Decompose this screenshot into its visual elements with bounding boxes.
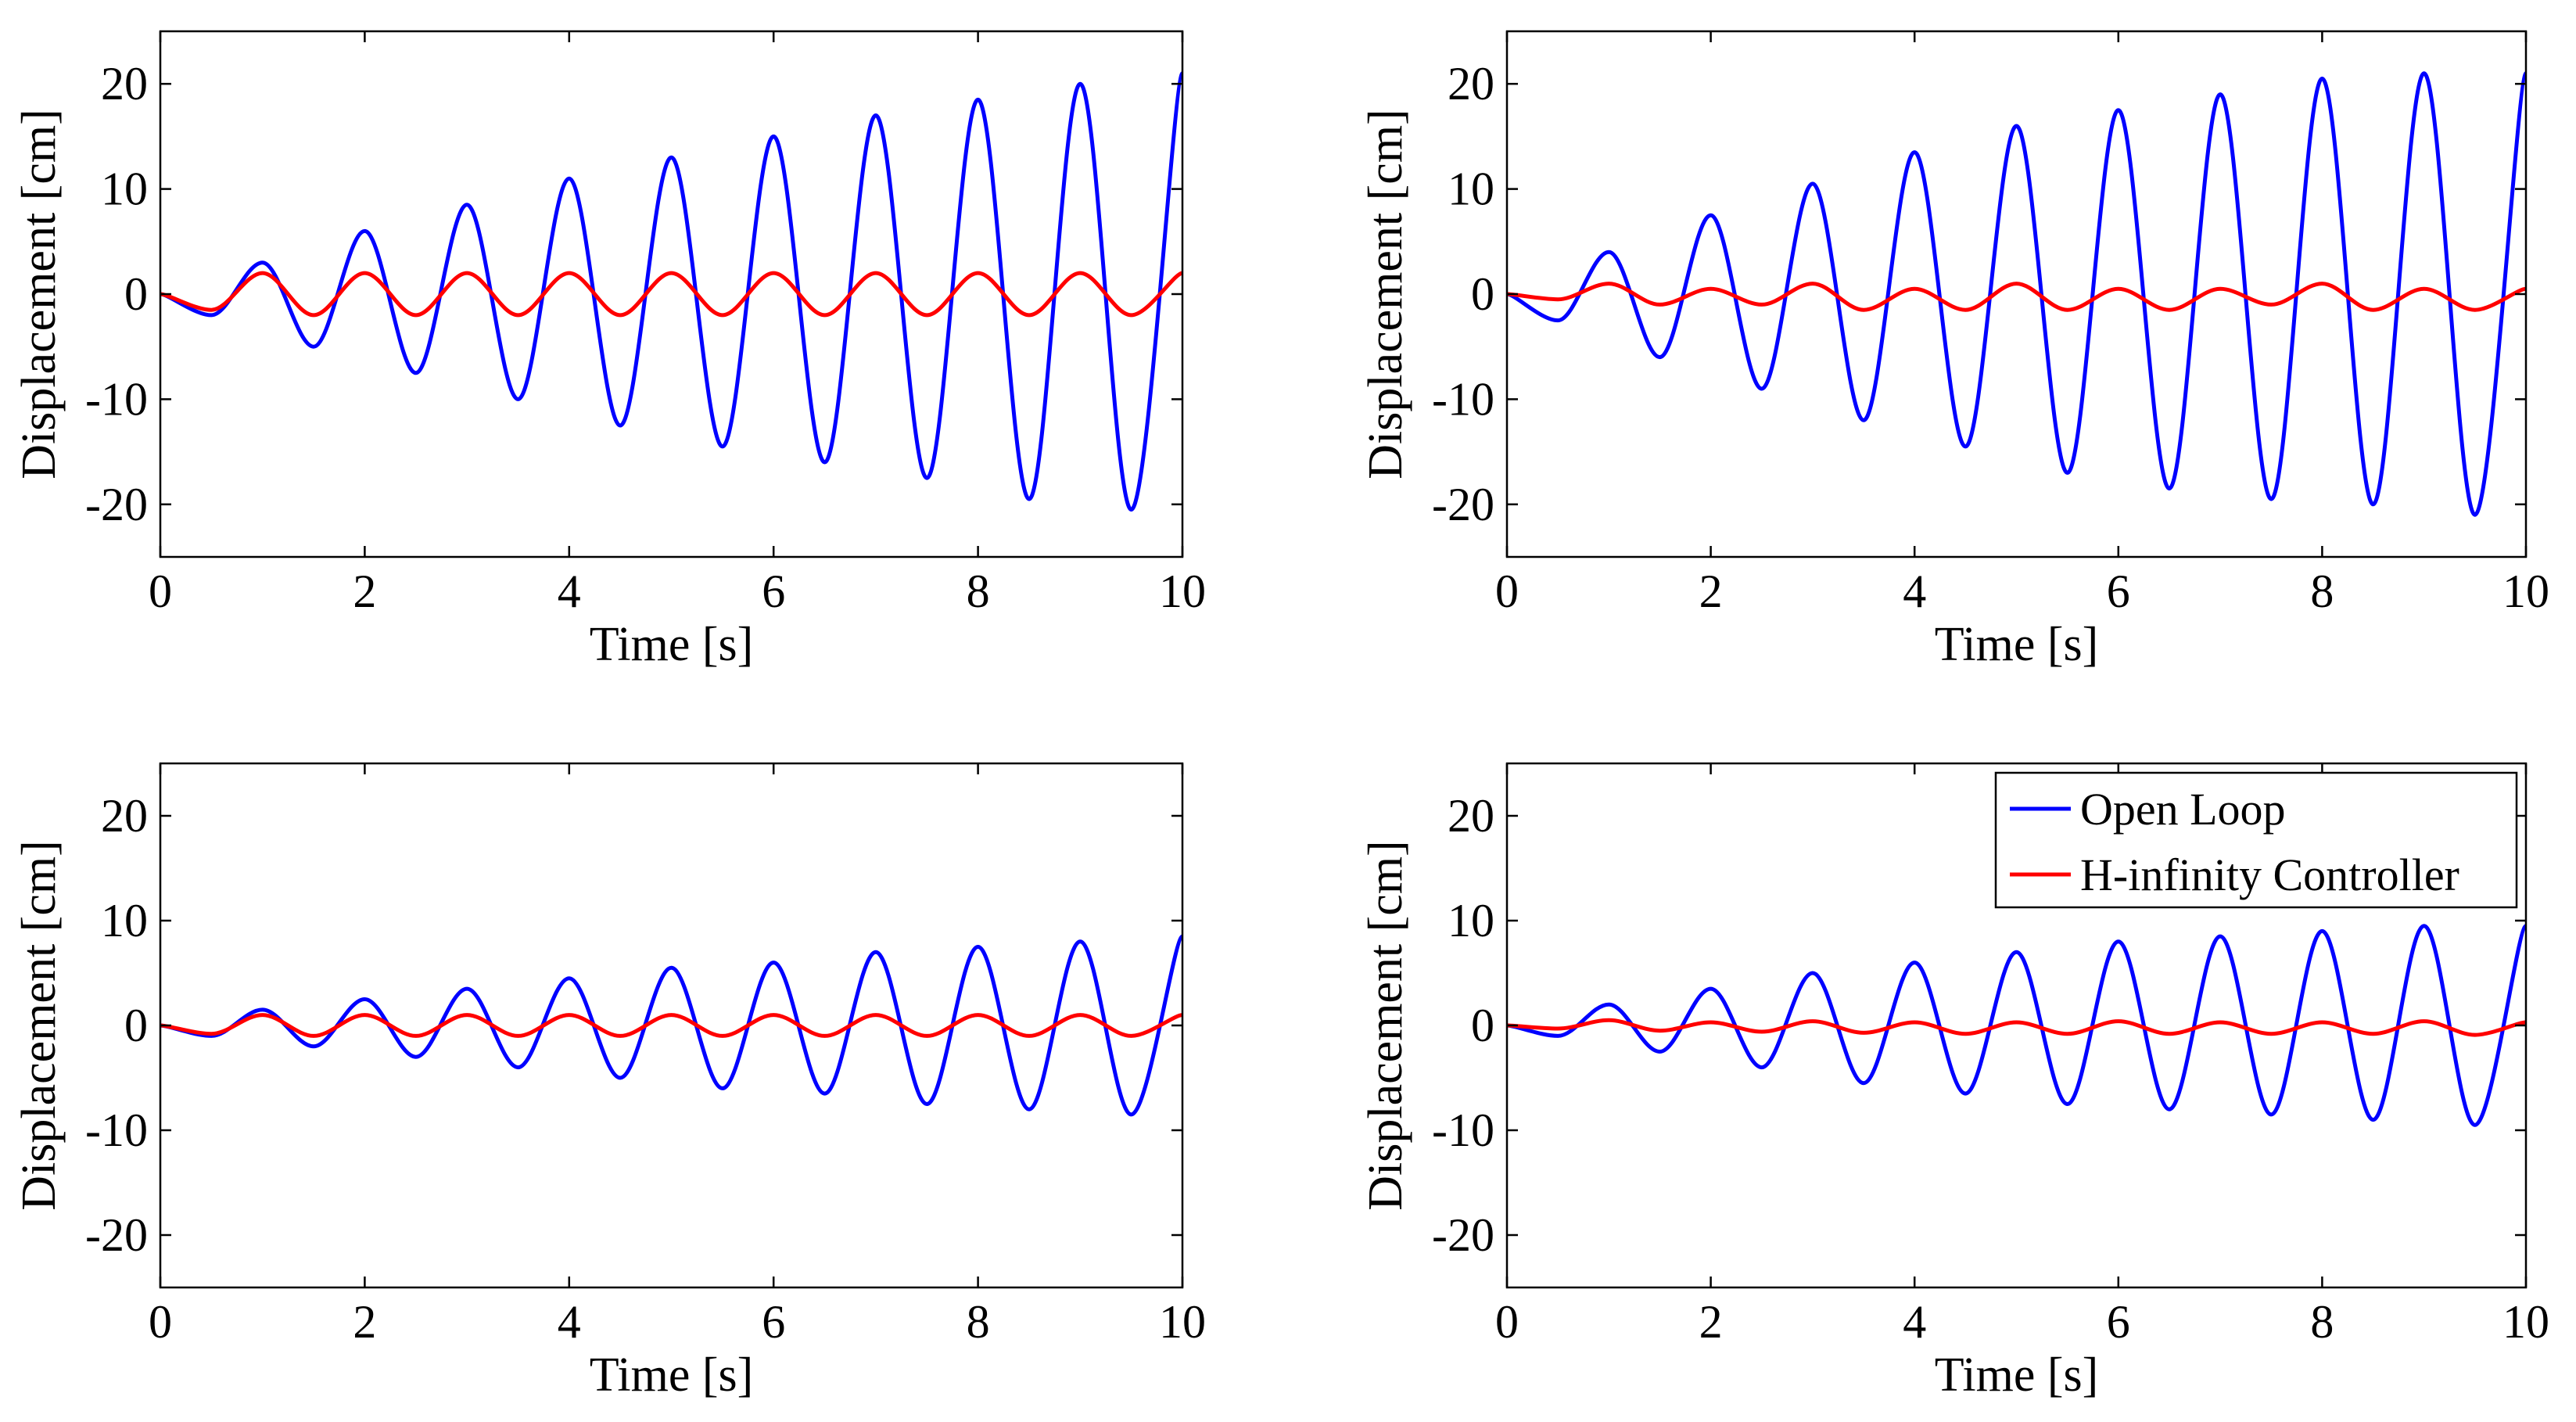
y-tick-label: 10 (101, 163, 148, 215)
y-axis-label: Displacement [cm] (13, 109, 66, 479)
x-tick-label: 8 (967, 1296, 990, 1348)
x-tick-label: 6 (762, 566, 785, 617)
y-axis-label: Displacement [cm] (1359, 109, 1412, 479)
x-tick-label: 0 (149, 1296, 172, 1348)
panel-4: 0 2 4 6 8 10 -20 -10 0 10 20 Time [s] Displacement [… (1359, 762, 2549, 1402)
y-tick-label: 10 (101, 895, 148, 946)
y-tick-label: 0 (1471, 268, 1494, 320)
x-tick-label: 6 (2107, 566, 2130, 617)
panel-3: 0 2 4 6 8 10 -20 -10 0 10 20 Time [s] Displacement [… (13, 762, 1206, 1402)
x-tick-label: 10 (1159, 566, 1206, 617)
y-tick-label: 20 (1448, 790, 1494, 842)
x-tick-label: 8 (2310, 1296, 2334, 1348)
x-axis-label: Time [s] (590, 618, 754, 671)
x-tick-label: 2 (353, 1296, 376, 1348)
x-tick-label: 6 (2107, 1296, 2130, 1348)
y-tick-label: -10 (1432, 1104, 1494, 1156)
legend-label-open-loop: Open Loop (2080, 784, 2286, 835)
series-line-open-loop (1507, 71, 2526, 517)
y-tick-label: -10 (1432, 373, 1494, 425)
series-line-h-infinity (1507, 1018, 2526, 1037)
x-tick-label: 4 (558, 566, 581, 617)
legend: Open Loop H-infinity Controller (1994, 771, 2518, 909)
series-line-open-loop (160, 934, 1182, 1117)
x-tick-label: 4 (1903, 1296, 1926, 1348)
series-line-open-loop (160, 71, 1182, 512)
y-tick-label: 20 (101, 790, 148, 842)
x-tick-label: 8 (2310, 566, 2334, 617)
y-tick-label: 0 (124, 1000, 148, 1051)
y-axis-label: Displacement [cm] (1359, 840, 1412, 1210)
x-axis-label: Time [s] (1935, 618, 2099, 671)
x-tick-label: 4 (558, 1296, 581, 1348)
x-tick-label: 2 (353, 566, 376, 617)
y-tick-label: 0 (1471, 1000, 1494, 1051)
series-line-h-infinity (160, 271, 1182, 318)
panel-1: 0 2 4 6 8 10 -20 -10 0 10 20 Time [s] Displacement [… (13, 30, 1206, 671)
series-line-h-infinity (1507, 282, 2526, 312)
x-tick-label: 4 (1903, 566, 1926, 617)
x-tick-label: 8 (967, 566, 990, 617)
y-tick-label: 0 (124, 268, 148, 320)
x-tick-label: 10 (1159, 1296, 1206, 1348)
x-tick-label: 2 (1699, 566, 1723, 617)
y-tick-label: -20 (1432, 479, 1494, 530)
y-tick-label: -10 (85, 1104, 148, 1156)
y-tick-label: -20 (85, 1209, 148, 1261)
y-tick-label: 20 (101, 58, 148, 110)
y-tick-label: -20 (1432, 1209, 1494, 1261)
x-tick-label: 10 (2502, 566, 2549, 617)
panel-2: 0 2 4 6 8 10 -20 -10 0 10 20 Time [s] Displacement [… (1359, 30, 2549, 671)
x-tick-label: 0 (1495, 1296, 1519, 1348)
x-axis-label: Time [s] (1935, 1348, 2099, 1402)
y-tick-label: 10 (1448, 895, 1494, 946)
y-tick-label: -10 (85, 373, 148, 425)
x-axis-label: Time [s] (590, 1348, 754, 1402)
x-tick-label: 6 (762, 1296, 785, 1348)
legend-box (1994, 771, 2518, 909)
x-tick-label: 10 (2502, 1296, 2549, 1348)
series-line-h-infinity (160, 1013, 1182, 1038)
x-tick-label: 2 (1699, 1296, 1723, 1348)
y-axis-label: Displacement [cm] (13, 840, 66, 1210)
y-tick-label: -20 (85, 479, 148, 530)
series-line-open-loop (1507, 924, 2526, 1127)
legend-label-h-infinity: H-infinity Controller (2080, 849, 2459, 900)
x-tick-label: 0 (149, 566, 172, 617)
y-tick-label: 20 (1448, 58, 1494, 110)
x-tick-label: 0 (1495, 566, 1519, 617)
y-tick-label: 10 (1448, 163, 1494, 215)
